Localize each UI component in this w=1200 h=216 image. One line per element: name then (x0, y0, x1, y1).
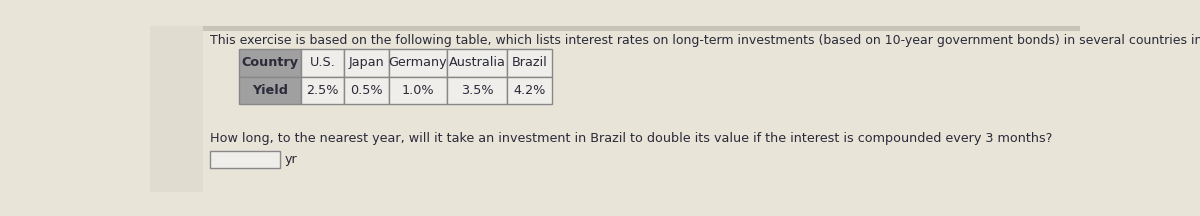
Bar (389, 77, 446, 105)
Bar (446, 49, 508, 77)
Bar (150, 26, 203, 192)
Text: 4.2%: 4.2% (514, 84, 546, 97)
Text: This exercise is based on the following table, which lists interest rates on lon: This exercise is based on the following … (210, 34, 1200, 47)
Bar (210, 151, 281, 168)
Bar (508, 49, 552, 77)
Text: Country: Country (241, 56, 299, 69)
Bar (301, 49, 343, 77)
Bar (389, 49, 446, 77)
Bar (239, 49, 301, 77)
Text: Australia: Australia (449, 56, 505, 69)
Bar (239, 77, 301, 105)
Text: How long, to the nearest year, will it take an investment in Brazil to double it: How long, to the nearest year, will it t… (210, 132, 1052, 145)
Bar (301, 77, 343, 105)
Bar (343, 77, 389, 105)
Bar (508, 77, 552, 105)
Text: U.S.: U.S. (310, 56, 335, 69)
Text: Germany: Germany (389, 56, 448, 69)
Text: 2.5%: 2.5% (306, 84, 338, 97)
Text: 3.5%: 3.5% (461, 84, 493, 97)
Bar (150, 26, 1080, 30)
Text: 0.5%: 0.5% (350, 84, 383, 97)
Text: yr: yr (284, 153, 298, 166)
Text: Brazil: Brazil (512, 56, 547, 69)
Text: Japan: Japan (348, 56, 384, 69)
Text: 1.0%: 1.0% (402, 84, 434, 97)
Bar (446, 77, 508, 105)
Bar (343, 49, 389, 77)
Text: Yield: Yield (252, 84, 288, 97)
